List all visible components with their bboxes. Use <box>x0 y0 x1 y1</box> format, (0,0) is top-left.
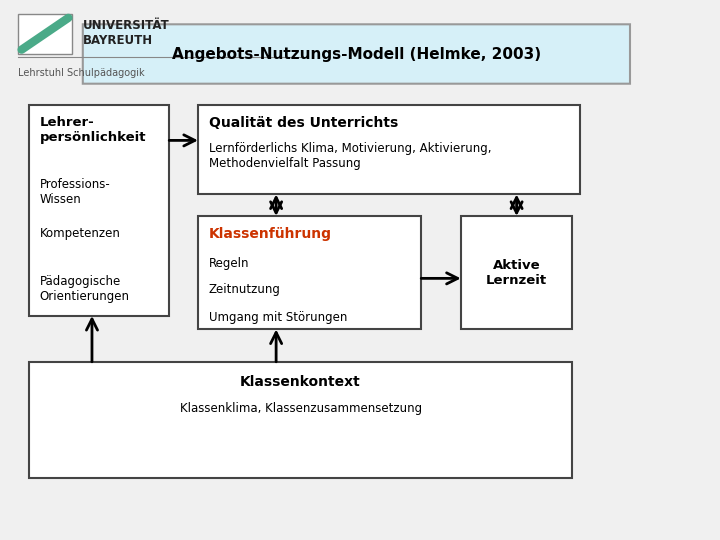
Text: Lehrstuhl Schulpädagogik: Lehrstuhl Schulpädagogik <box>18 68 145 78</box>
Bar <box>198 105 580 194</box>
Text: Klassenführung: Klassenführung <box>209 227 332 241</box>
Text: Kompetenzen: Kompetenzen <box>40 227 120 240</box>
Bar <box>461 216 572 329</box>
Text: Pädagogische
Orientierungen: Pädagogische Orientierungen <box>40 275 130 303</box>
Text: Klassenklima, Klassenzusammensetzung: Klassenklima, Klassenzusammensetzung <box>179 402 422 415</box>
Text: Professions-
Wissen: Professions- Wissen <box>40 178 110 206</box>
Text: Lehrer-
persönlichkeit: Lehrer- persönlichkeit <box>40 116 146 144</box>
Text: Klassenkontext: Klassenkontext <box>240 375 361 389</box>
Text: Regeln: Regeln <box>209 256 249 269</box>
Text: Angebots-Nutzungs-Modell (Helmke, 2003): Angebots-Nutzungs-Modell (Helmke, 2003) <box>172 46 541 62</box>
Bar <box>29 105 169 316</box>
Bar <box>198 216 421 329</box>
Text: Zeitnutzung: Zeitnutzung <box>209 284 281 296</box>
Text: Aktive
Lernzeit: Aktive Lernzeit <box>486 259 547 287</box>
Text: UNIVERSITÄT
BAYREUTH: UNIVERSITÄT BAYREUTH <box>83 19 169 47</box>
Bar <box>29 362 572 478</box>
Text: Qualität des Unterrichts: Qualität des Unterrichts <box>209 116 398 130</box>
Bar <box>18 14 72 54</box>
Text: Umgang mit Störungen: Umgang mit Störungen <box>209 310 347 323</box>
Text: Lernförderlichs Klima, Motivierung, Aktivierung,
Methodenvielfalt Passung: Lernförderlichs Klima, Motivierung, Akti… <box>209 142 491 170</box>
FancyBboxPatch shape <box>83 24 630 84</box>
